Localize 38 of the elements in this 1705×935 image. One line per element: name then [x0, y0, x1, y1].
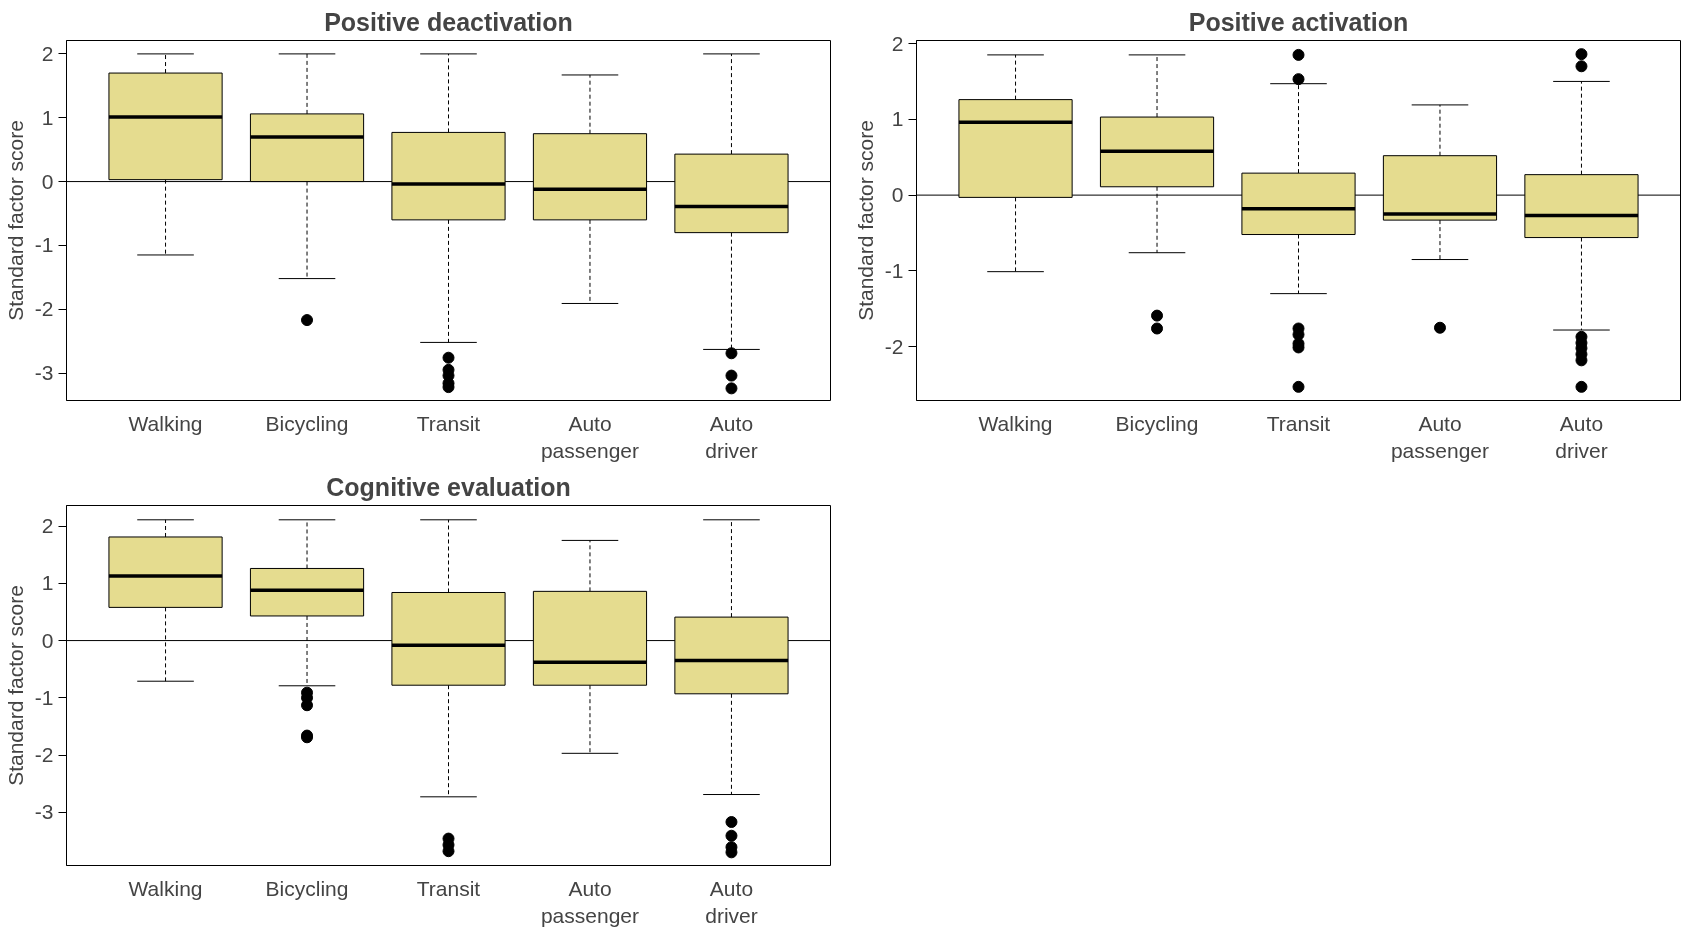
- y-tick-label: -3: [34, 800, 54, 824]
- x-tick-label: Walking: [128, 876, 203, 900]
- chart-title: Cognitive evaluation: [326, 472, 571, 501]
- x-tick-label: Walking: [978, 411, 1053, 435]
- x-tick-label: Bicycling: [265, 876, 349, 900]
- x-tick-label: Bicycling: [265, 411, 349, 435]
- x-tick-label: Auto driver: [705, 876, 758, 928]
- x-tick-label: Auto passenger: [540, 411, 640, 463]
- y-tick-label: 1: [41, 105, 54, 129]
- x-tick-label: Auto driver: [705, 411, 758, 463]
- y-axis-title: Standard factor score: [853, 120, 877, 321]
- y-tick-label: -3: [34, 361, 54, 385]
- y-tick-label: 0: [41, 628, 54, 652]
- y-tick-label: 2: [41, 514, 54, 538]
- x-tick-label: Walking: [128, 411, 203, 435]
- x-tick-label: Transit: [1266, 411, 1331, 435]
- chart-title: Positive deactivation: [324, 7, 573, 36]
- x-tick-label: Transit: [416, 411, 481, 435]
- y-tick-label: -1: [884, 258, 904, 282]
- y-tick-label: 1: [891, 107, 904, 131]
- y-tick-label: -2: [34, 743, 54, 767]
- y-tick-label: -1: [34, 233, 54, 257]
- y-tick-label: 2: [41, 41, 54, 65]
- y-axis-title: Standard factor score: [3, 585, 27, 786]
- y-axis-title: Standard factor score: [3, 120, 27, 321]
- x-tick-label: Auto driver: [1555, 411, 1608, 463]
- y-tick-label: 1: [41, 571, 54, 595]
- y-tick-label: 2: [891, 31, 904, 55]
- x-tick-label: Bicycling: [1115, 411, 1199, 435]
- y-tick-label: 0: [891, 183, 904, 207]
- y-tick-label: 0: [41, 169, 54, 193]
- x-tick-label: Auto passenger: [1390, 411, 1490, 463]
- x-tick-label: Auto passenger: [540, 876, 640, 928]
- y-tick-label: -2: [884, 334, 904, 358]
- y-tick-label: -2: [34, 297, 54, 321]
- chart-title: Positive activation: [1188, 7, 1409, 36]
- x-tick-label: Transit: [416, 876, 481, 900]
- y-tick-label: -1: [34, 685, 54, 709]
